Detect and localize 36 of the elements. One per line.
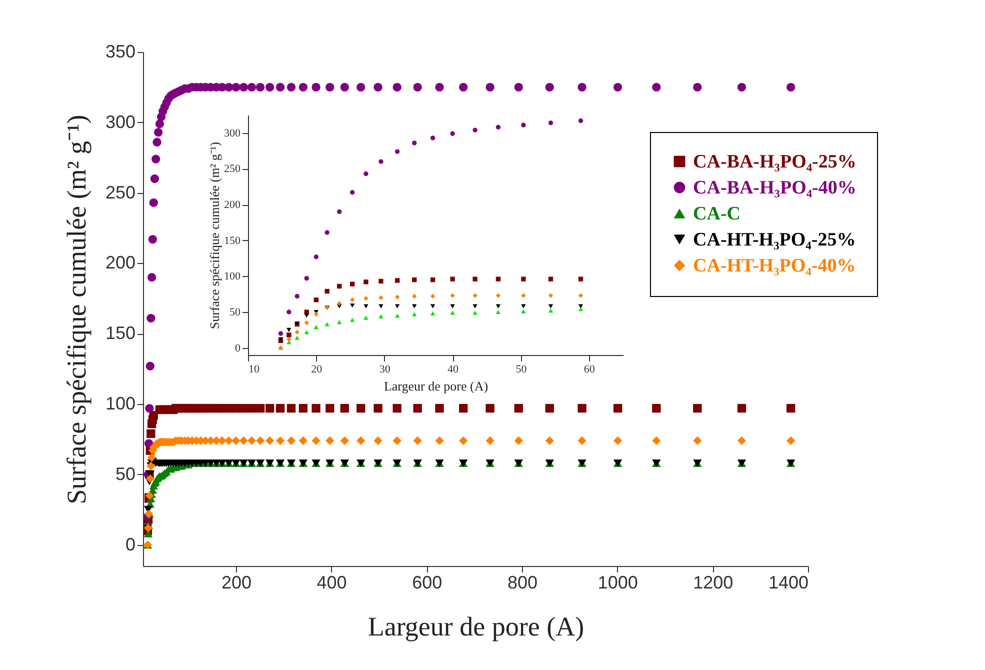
y-tick-label: 0 bbox=[125, 534, 136, 554]
y-tick-label: 200 bbox=[105, 252, 136, 273]
y-tick-label: 250 bbox=[224, 163, 241, 176]
y-tick-label: 150 bbox=[224, 234, 241, 247]
legend-label: CA-HT-H₃PO₄-25% bbox=[693, 230, 856, 250]
y-tick-label: 100 bbox=[224, 270, 241, 283]
y-axis-title: Surface spécifique cumulée (m² g⁻¹) bbox=[61, 114, 92, 504]
y-tick-label: 100 bbox=[105, 394, 136, 414]
x-tick-label: 60 bbox=[584, 364, 596, 376]
x-tick-label: 10 bbox=[248, 364, 260, 376]
y-tick-label: 300 bbox=[105, 112, 136, 132]
x-tick-label: 600 bbox=[412, 572, 442, 592]
y-tick-label: 350 bbox=[105, 42, 136, 62]
legend-label: CA-BA-H₃PO₄-40% bbox=[693, 178, 856, 198]
legend-label: CA-C bbox=[693, 204, 740, 224]
x-tick-label: 1000 bbox=[598, 572, 638, 592]
x-tick-label: 1200 bbox=[693, 572, 734, 592]
x-tick-label: 20 bbox=[311, 364, 323, 376]
x-tick-label: 1400 bbox=[768, 572, 808, 592]
legend-label: CA-HT-H₃PO₄-40% bbox=[693, 256, 856, 276]
x-tick-label: 800 bbox=[507, 572, 538, 592]
x-tick-label: 30 bbox=[379, 364, 391, 376]
y-tick-label: 0 bbox=[235, 342, 241, 354]
x-axis-title: Largeur de pore (A) bbox=[368, 612, 584, 642]
y-tick-label: 150 bbox=[105, 323, 136, 344]
x-tick-label: 400 bbox=[316, 572, 347, 592]
x-axis-title: Largeur de pore (A) bbox=[384, 378, 488, 394]
y-tick-label: 200 bbox=[224, 199, 241, 212]
x-tick-label: 50 bbox=[516, 364, 528, 376]
y-tick-label: 250 bbox=[105, 182, 136, 202]
legend-label: CA-BA-H₃PO₄-25% bbox=[693, 152, 856, 172]
y-axis-title: Surface spécifique cumulée (m² g⁻¹) bbox=[207, 142, 222, 330]
y-tick-label: 50 bbox=[230, 306, 241, 319]
x-tick-label: 40 bbox=[448, 364, 460, 376]
y-tick-label: 50 bbox=[115, 464, 136, 484]
y-tick-label: 300 bbox=[224, 127, 241, 140]
